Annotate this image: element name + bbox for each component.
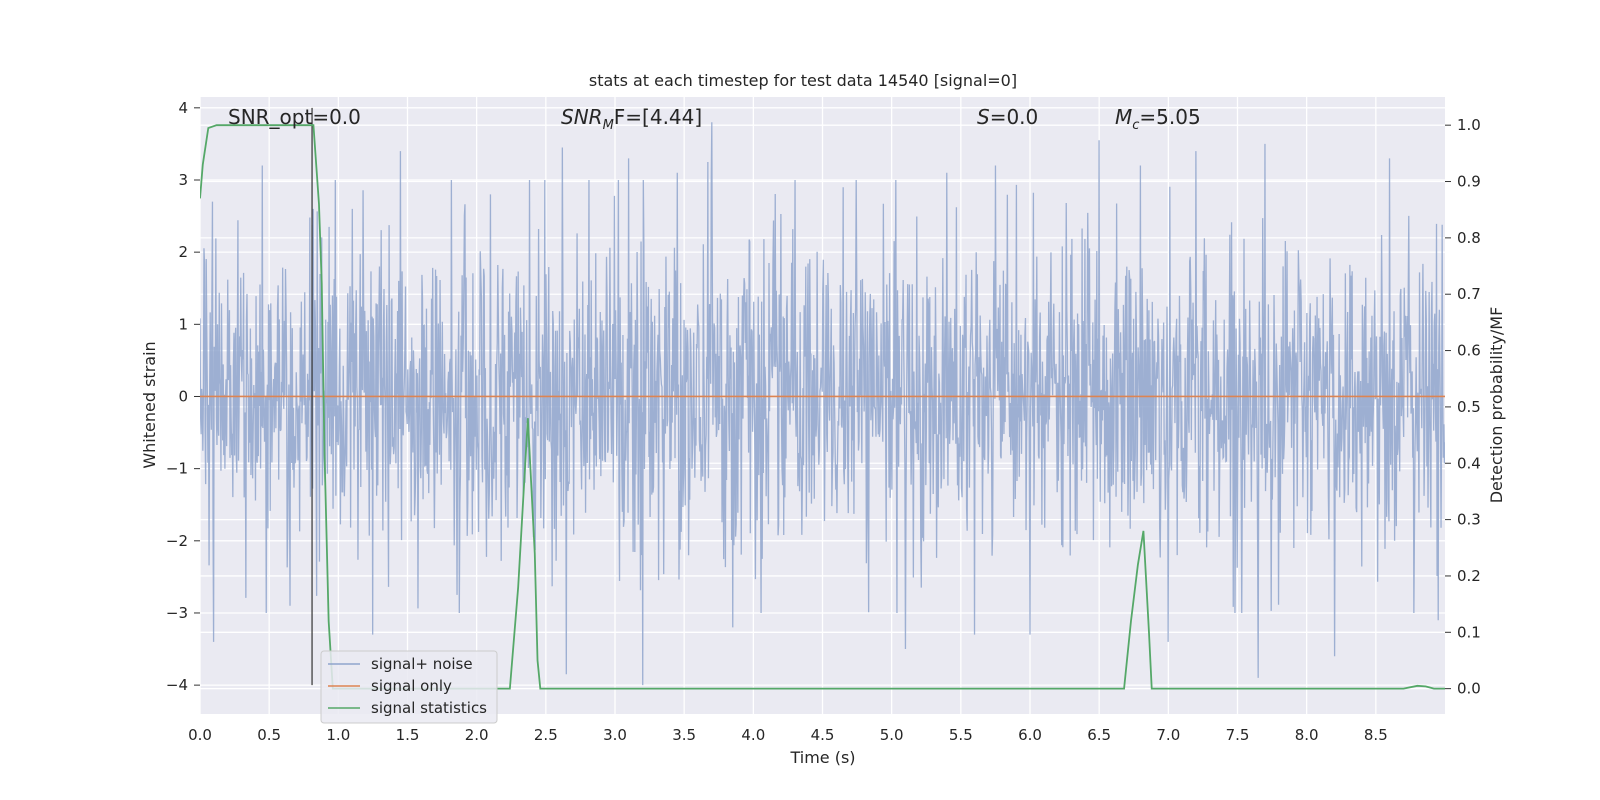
y-tick-label: 1 [178, 315, 188, 333]
annotation-mc-sub: c [1132, 118, 1139, 133]
chart-title: stats at each timestep for test data 145… [589, 71, 1017, 90]
x-tick-label: 4.0 [741, 726, 765, 744]
x-axis-label: Time (s) [789, 748, 855, 767]
x-tick-label: 1.5 [396, 726, 420, 744]
y-right-tick-label: 0.6 [1457, 342, 1481, 360]
x-tick-label: 7.5 [1226, 726, 1250, 744]
y-right-tick-label: 0.0 [1457, 680, 1481, 698]
x-tick-label: 3.5 [672, 726, 696, 744]
annotation-snr-mf-sub: M [603, 118, 614, 133]
x-tick-label: 4.5 [811, 726, 835, 744]
series-signal-statistics [200, 124, 1445, 690]
annotation-snr-mf-main: SNR [561, 105, 603, 129]
annotation-mc-main: M [1115, 105, 1132, 129]
x-tick-label: 5.0 [880, 726, 904, 744]
legend-box [320, 650, 498, 724]
annotation-s-rest: =0.0 [990, 105, 1039, 129]
annotation-snr-mf: SNRMF=[4.44] [561, 105, 702, 133]
y-right-tick-label: 0.7 [1457, 285, 1481, 303]
y-tick-label: 0 [178, 387, 188, 405]
y-right-tick-label: 0.8 [1457, 229, 1481, 247]
annotation-mc: Mc=5.05 [1115, 105, 1201, 133]
legend: signal+ noise signal only signal statist… [320, 650, 498, 724]
signal-statistics-line [200, 124, 1445, 690]
y-right-tick-label: 1.0 [1457, 116, 1481, 134]
annotations: SNR_opt=0.0 SNRMF=[4.44] S=0.0 Mc=5.05 [228, 105, 1201, 133]
x-tick-label: 6.5 [1087, 726, 1111, 744]
x-tick-label: 2.0 [465, 726, 489, 744]
x-tick-label: 8.5 [1364, 726, 1388, 744]
y-right-tick-label: 0.9 [1457, 173, 1481, 191]
x-axis-ticks: 0.0 0.5 1.0 1.5 2.0 2.5 3.0 3.5 4.0 4.5 5.0 5.5 6.0 6… [188, 726, 1388, 744]
plot-area [199, 97, 1445, 714]
y-tick-label: 4 [178, 99, 188, 117]
annotation-snr-opt: SNR_opt=0.0 [228, 105, 361, 129]
x-tick-label: 7.0 [1156, 726, 1180, 744]
y-right-tick-label: 0.4 [1457, 454, 1481, 472]
annotation-snr-mf-rest: F=[4.44] [614, 105, 702, 129]
y-right-tick-label: 0.1 [1457, 623, 1481, 641]
annotation-s-main: S [977, 105, 990, 129]
y-axis-ticks: 4 3 2 1 0 −1 −2 −3 −4 [166, 99, 200, 694]
x-tick-label: 5.5 [949, 726, 973, 744]
y-axis-label: Whitened strain [140, 341, 159, 468]
legend-label-signal-noise: signal+ noise [371, 655, 473, 673]
y-right-tick-label: 0.3 [1457, 511, 1481, 529]
y-tick-label: 3 [178, 171, 188, 189]
y-tick-label: −4 [166, 676, 188, 694]
x-tick-label: 0.0 [188, 726, 212, 744]
annotation-mc-rest: =5.05 [1139, 105, 1200, 129]
y-right-tick-label: 0.5 [1457, 398, 1481, 416]
x-tick-label: 3.0 [603, 726, 627, 744]
legend-label-signal-only: signal only [371, 677, 452, 695]
y-tick-label: −1 [166, 460, 188, 478]
y-tick-label: 2 [178, 243, 188, 261]
y-axis-right-label: Detection probability/MF [1487, 307, 1506, 504]
y-right-tick-label: 0.2 [1457, 567, 1481, 585]
x-tick-label: 2.5 [534, 726, 558, 744]
x-tick-label: 1.0 [326, 726, 350, 744]
y-tick-label: −3 [166, 604, 188, 622]
x-tick-label: 0.5 [257, 726, 281, 744]
x-tick-label: 8.0 [1295, 726, 1319, 744]
legend-label-signal-statistics: signal statistics [371, 699, 487, 717]
y-tick-label: −2 [166, 532, 188, 550]
annotation-s: S=0.0 [977, 105, 1038, 129]
x-tick-label: 6.0 [1018, 726, 1042, 744]
y-axis-right-ticks: 1.0 0.9 0.8 0.7 0.6 0.5 0.4 0.3 0.2 0.1 0.0 [1445, 116, 1481, 698]
